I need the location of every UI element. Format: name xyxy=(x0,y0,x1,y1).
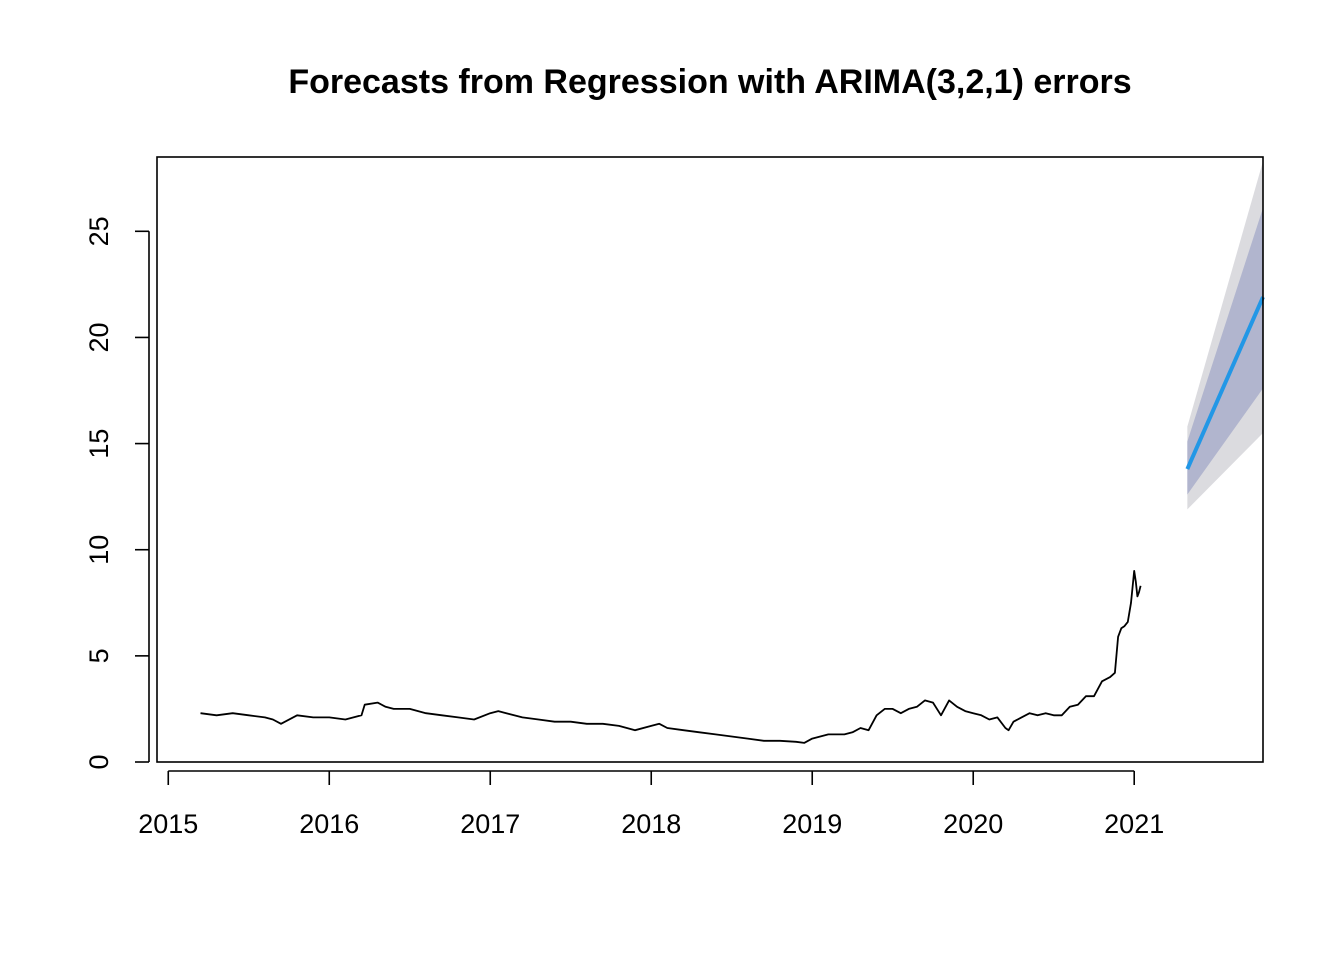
x-tick-label: 2019 xyxy=(782,809,842,839)
data-series xyxy=(200,296,1265,744)
y-tick-label: 20 xyxy=(84,322,114,352)
y-axis: 0 5 10 15 20 25 xyxy=(84,216,150,770)
forecast-mean-line xyxy=(1185,296,1265,470)
x-tick-label: 2016 xyxy=(299,809,359,839)
x-tick-label: 2018 xyxy=(621,809,681,839)
prediction-intervals xyxy=(1187,161,1263,510)
x-axis: 2015 2016 2017 2018 2019 2020 2021 xyxy=(138,770,1164,839)
observed-series-line xyxy=(200,570,1142,744)
y-tick-label: 15 xyxy=(84,429,114,459)
y-tick-label: 0 xyxy=(84,754,114,769)
plot-frame xyxy=(156,156,1264,763)
x-tick-label: 2020 xyxy=(943,809,1003,839)
x-tick-label: 2021 xyxy=(1104,809,1164,839)
y-tick-label: 5 xyxy=(84,648,114,663)
chart-title: Forecasts from Regression with ARIMA(3,2… xyxy=(288,63,1131,101)
y-tick-label: 25 xyxy=(84,216,114,246)
x-tick-label: 2015 xyxy=(138,809,198,839)
x-tick-label: 2017 xyxy=(460,809,520,839)
y-tick-label: 10 xyxy=(84,535,114,565)
